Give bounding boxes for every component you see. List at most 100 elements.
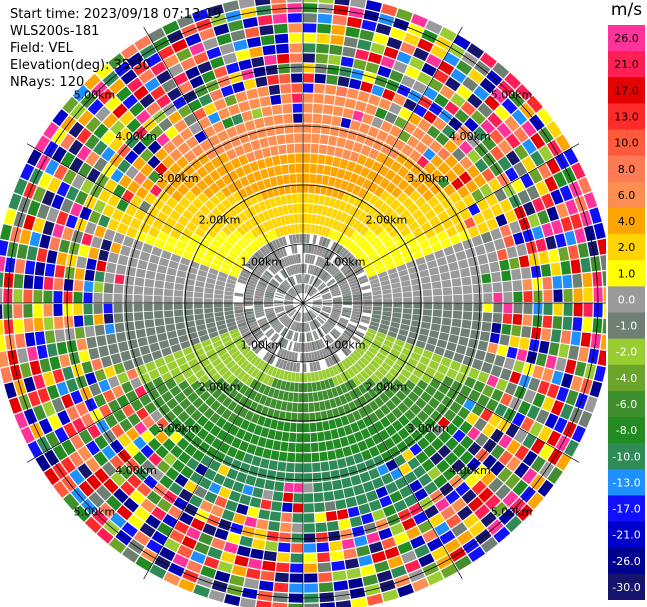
ppi-gate <box>149 254 160 265</box>
ppi-gate <box>342 446 353 457</box>
ppi-gate <box>155 445 169 459</box>
ppi-gate <box>428 397 440 409</box>
ppi-gate <box>250 139 261 151</box>
ppi-gate <box>232 191 243 203</box>
ppi-gate <box>14 412 29 429</box>
ppi-gate <box>537 380 550 395</box>
ppi-gate <box>323 274 331 282</box>
ppi-gate <box>149 342 160 353</box>
ppi-gate <box>215 362 226 372</box>
ppi-gate <box>303 234 307 243</box>
ppi-gate <box>275 43 289 54</box>
ppi-gate <box>363 366 374 377</box>
ppi-gate <box>379 275 389 282</box>
ppi-gate <box>361 19 377 32</box>
ppi-gate <box>303 333 305 342</box>
ppi-gate <box>119 418 133 432</box>
ppi-gate <box>317 552 331 563</box>
ppi-gate <box>250 182 260 193</box>
ppi-gate <box>207 383 218 395</box>
ppi-gate <box>543 289 553 302</box>
colorbar-tick-label: 26.0 <box>614 32 639 45</box>
ppi-gate <box>27 149 42 167</box>
ppi-gate <box>293 113 303 123</box>
ppi-gate <box>259 458 270 469</box>
ppi-gate <box>258 212 266 223</box>
ppi-gate <box>249 257 259 266</box>
ppi-gate <box>253 203 262 214</box>
ppi-gate <box>145 52 162 68</box>
ppi-gate <box>327 319 336 326</box>
ppi-gate <box>175 276 186 285</box>
ppi-gate <box>452 286 462 295</box>
ppi-gate <box>293 342 297 352</box>
ppi-gate <box>504 209 517 224</box>
ppi-gate <box>435 497 450 512</box>
ppi-gate <box>341 149 352 160</box>
ppi-gate <box>361 288 372 294</box>
ppi-gate <box>522 468 538 485</box>
ppi-gate <box>203 303 213 309</box>
ppi-gate <box>537 210 550 225</box>
ppi-gate <box>427 260 438 269</box>
ppi-gate <box>63 493 80 511</box>
ppi-gate <box>182 250 193 260</box>
ppi-gate <box>454 199 467 213</box>
ppi-gate <box>407 238 418 248</box>
ppi-gate <box>293 493 303 503</box>
ppi-gate <box>308 352 313 362</box>
ppi-gate <box>380 143 392 155</box>
ppi-gate <box>278 287 287 293</box>
colorbar-tick-label: -13.0 <box>612 476 640 489</box>
ppi-gate <box>0 320 4 335</box>
ppi-gate <box>341 477 352 489</box>
ppi-gate <box>320 124 331 135</box>
ppi-gate <box>222 52 238 65</box>
ppi-gate <box>448 334 459 344</box>
ppi-gate <box>303 93 314 103</box>
ppi-gate <box>446 368 458 380</box>
ppi-gate <box>308 194 314 204</box>
ppi-gate <box>422 289 432 297</box>
ppi-gate <box>350 443 361 455</box>
ppi-gate <box>392 216 404 227</box>
ppi-gate <box>181 535 197 550</box>
ppi-gate <box>226 343 236 352</box>
ppi-gate <box>300 323 302 332</box>
ppi-gate <box>152 198 165 211</box>
ppi-gate <box>223 161 235 173</box>
ppi-gate <box>303 43 316 53</box>
ppi-gate <box>555 202 569 219</box>
ppi-gate <box>256 285 266 291</box>
ppi-gate <box>347 276 357 283</box>
ppi-gate <box>424 228 436 239</box>
ppi-gate <box>309 275 314 285</box>
ppi-gate <box>432 309 442 317</box>
ppi-gate <box>407 203 419 215</box>
ppi-gate <box>318 269 325 278</box>
ppi-gate <box>310 321 315 330</box>
ppi-gate <box>560 373 574 389</box>
ppi-gate <box>463 294 473 303</box>
ppi-gate <box>176 356 187 367</box>
ppi-gate <box>380 279 390 286</box>
ppi-gate <box>335 600 352 607</box>
ppi-gate <box>315 329 321 339</box>
ppi-gate <box>288 361 294 372</box>
ppi-gate <box>357 91 370 103</box>
ppi-gate <box>527 492 544 510</box>
ppi-gate <box>53 164 68 181</box>
ppi-gate <box>204 199 216 211</box>
ppi-gate <box>170 253 182 263</box>
ppi-gate <box>288 442 296 452</box>
ppi-gate <box>271 501 282 512</box>
ppi-gate <box>433 390 445 402</box>
ppi-gate <box>272 207 280 218</box>
ppi-gate <box>548 342 560 356</box>
ppi-gate <box>370 373 381 384</box>
ppi-gate <box>76 145 92 161</box>
ppi-gate <box>118 174 133 189</box>
ppi-gate <box>449 234 461 245</box>
ppi-gate <box>430 154 444 168</box>
ppi-gate <box>303 323 305 332</box>
